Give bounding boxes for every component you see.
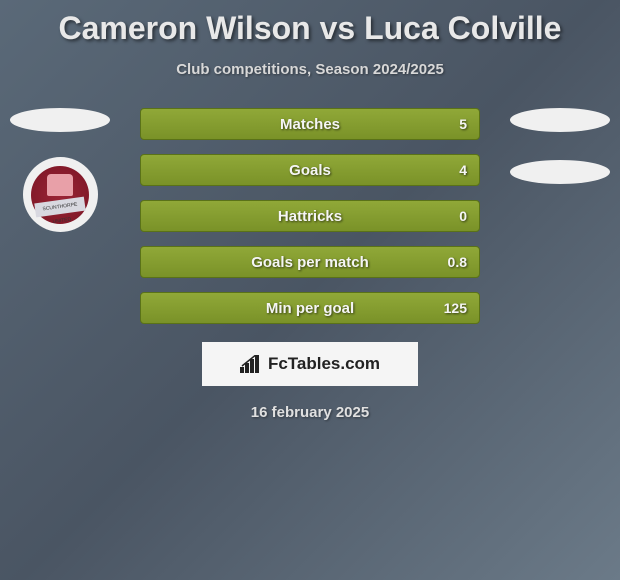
stat-label: Goals <box>289 162 331 179</box>
stat-label: Hattricks <box>278 208 342 225</box>
club-badge-inner: SCUNTHORPE UNITED <box>31 166 89 224</box>
player1-club-badge: SCUNTHORPE UNITED <box>23 157 98 232</box>
stat-label: Min per goal <box>266 300 354 317</box>
player2-avatar-placeholder <box>510 108 610 132</box>
bar-chart-icon <box>240 355 262 373</box>
comparison-content: SCUNTHORPE UNITED Matches 5 Goals 4 Hatt… <box>0 108 620 421</box>
stat-row-min-per-goal: Min per goal 125 <box>140 292 480 324</box>
stats-container: Matches 5 Goals 4 Hattricks 0 Goals per … <box>140 108 480 324</box>
player1-avatar-placeholder <box>10 108 110 132</box>
stat-value: 0 <box>459 208 467 224</box>
stat-row-goals: Goals 4 <box>140 154 480 186</box>
stat-label: Matches <box>280 116 340 133</box>
branding-badge: FcTables.com <box>202 342 418 386</box>
date-label: 16 february 2025 <box>0 404 620 421</box>
stat-label: Goals per match <box>251 254 369 271</box>
stat-value: 5 <box>459 116 467 132</box>
player2-column <box>510 108 610 184</box>
stat-value: 4 <box>459 162 467 178</box>
stat-row-hattricks: Hattricks 0 <box>140 200 480 232</box>
page-title: Cameron Wilson vs Luca Colville <box>0 0 620 47</box>
stat-row-goals-per-match: Goals per match 0.8 <box>140 246 480 278</box>
badge-ribbon: SCUNTHORPE UNITED <box>34 196 85 217</box>
subtitle: Club competitions, Season 2024/2025 <box>0 61 620 78</box>
stat-value: 0.8 <box>448 254 467 270</box>
stat-row-matches: Matches 5 <box>140 108 480 140</box>
branding-text: FcTables.com <box>268 354 380 374</box>
player1-column: SCUNTHORPE UNITED <box>10 108 110 232</box>
stat-value: 125 <box>444 300 467 316</box>
player2-club-placeholder <box>510 160 610 184</box>
badge-fist-icon <box>47 174 73 196</box>
